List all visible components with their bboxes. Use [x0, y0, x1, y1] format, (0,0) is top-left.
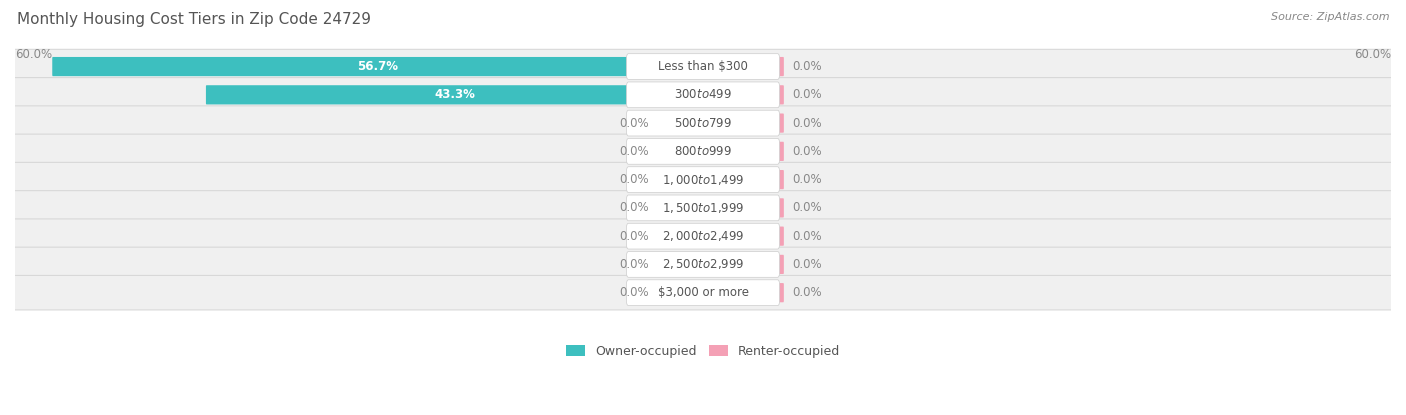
FancyBboxPatch shape	[703, 170, 783, 189]
Text: 0.0%: 0.0%	[792, 286, 821, 299]
Text: 0.0%: 0.0%	[619, 258, 648, 271]
Text: 0.0%: 0.0%	[792, 88, 821, 101]
FancyBboxPatch shape	[703, 283, 783, 302]
FancyBboxPatch shape	[627, 139, 779, 164]
Text: Less than $300: Less than $300	[658, 60, 748, 73]
FancyBboxPatch shape	[52, 57, 703, 76]
FancyBboxPatch shape	[703, 227, 783, 246]
FancyBboxPatch shape	[627, 280, 779, 305]
Text: 56.7%: 56.7%	[357, 60, 398, 73]
FancyBboxPatch shape	[703, 142, 783, 161]
Text: $300 to $499: $300 to $499	[673, 88, 733, 101]
Text: 43.3%: 43.3%	[434, 88, 475, 101]
FancyBboxPatch shape	[657, 283, 703, 302]
Text: $500 to $799: $500 to $799	[673, 117, 733, 129]
Text: 0.0%: 0.0%	[619, 117, 648, 129]
FancyBboxPatch shape	[7, 219, 1399, 254]
Text: $2,500 to $2,999: $2,500 to $2,999	[662, 257, 744, 271]
Text: 0.0%: 0.0%	[792, 117, 821, 129]
FancyBboxPatch shape	[657, 227, 703, 246]
FancyBboxPatch shape	[703, 198, 783, 217]
FancyBboxPatch shape	[627, 251, 779, 277]
Text: Monthly Housing Cost Tiers in Zip Code 24729: Monthly Housing Cost Tiers in Zip Code 2…	[17, 12, 371, 27]
Text: 0.0%: 0.0%	[619, 229, 648, 243]
Text: 0.0%: 0.0%	[619, 201, 648, 215]
Text: 0.0%: 0.0%	[619, 173, 648, 186]
FancyBboxPatch shape	[7, 49, 1399, 84]
Text: 0.0%: 0.0%	[792, 145, 821, 158]
FancyBboxPatch shape	[7, 162, 1399, 197]
FancyBboxPatch shape	[657, 142, 703, 161]
FancyBboxPatch shape	[657, 170, 703, 189]
FancyBboxPatch shape	[657, 113, 703, 133]
FancyBboxPatch shape	[657, 198, 703, 217]
FancyBboxPatch shape	[7, 276, 1399, 310]
FancyBboxPatch shape	[205, 85, 703, 105]
FancyBboxPatch shape	[7, 190, 1399, 225]
FancyBboxPatch shape	[627, 167, 779, 193]
FancyBboxPatch shape	[627, 110, 779, 136]
Text: Source: ZipAtlas.com: Source: ZipAtlas.com	[1271, 12, 1389, 22]
Text: 0.0%: 0.0%	[792, 229, 821, 243]
FancyBboxPatch shape	[703, 255, 783, 274]
Text: 0.0%: 0.0%	[792, 201, 821, 215]
FancyBboxPatch shape	[7, 78, 1399, 112]
Text: $1,000 to $1,499: $1,000 to $1,499	[662, 173, 744, 187]
FancyBboxPatch shape	[627, 223, 779, 249]
Text: $1,500 to $1,999: $1,500 to $1,999	[662, 201, 744, 215]
FancyBboxPatch shape	[7, 247, 1399, 282]
FancyBboxPatch shape	[657, 255, 703, 274]
Text: 0.0%: 0.0%	[792, 258, 821, 271]
Text: $2,000 to $2,499: $2,000 to $2,499	[662, 229, 744, 243]
FancyBboxPatch shape	[627, 54, 779, 79]
Text: 0.0%: 0.0%	[619, 145, 648, 158]
Legend: Owner-occupied, Renter-occupied: Owner-occupied, Renter-occupied	[561, 339, 845, 363]
Text: $800 to $999: $800 to $999	[673, 145, 733, 158]
FancyBboxPatch shape	[703, 57, 783, 76]
Text: 0.0%: 0.0%	[619, 286, 648, 299]
Text: 60.0%: 60.0%	[15, 48, 52, 61]
FancyBboxPatch shape	[703, 113, 783, 133]
FancyBboxPatch shape	[703, 85, 783, 105]
Text: 0.0%: 0.0%	[792, 60, 821, 73]
FancyBboxPatch shape	[627, 195, 779, 221]
FancyBboxPatch shape	[627, 82, 779, 108]
Text: 0.0%: 0.0%	[792, 173, 821, 186]
FancyBboxPatch shape	[7, 106, 1399, 140]
FancyBboxPatch shape	[7, 134, 1399, 168]
Text: $3,000 or more: $3,000 or more	[658, 286, 748, 299]
Text: 60.0%: 60.0%	[1354, 48, 1391, 61]
